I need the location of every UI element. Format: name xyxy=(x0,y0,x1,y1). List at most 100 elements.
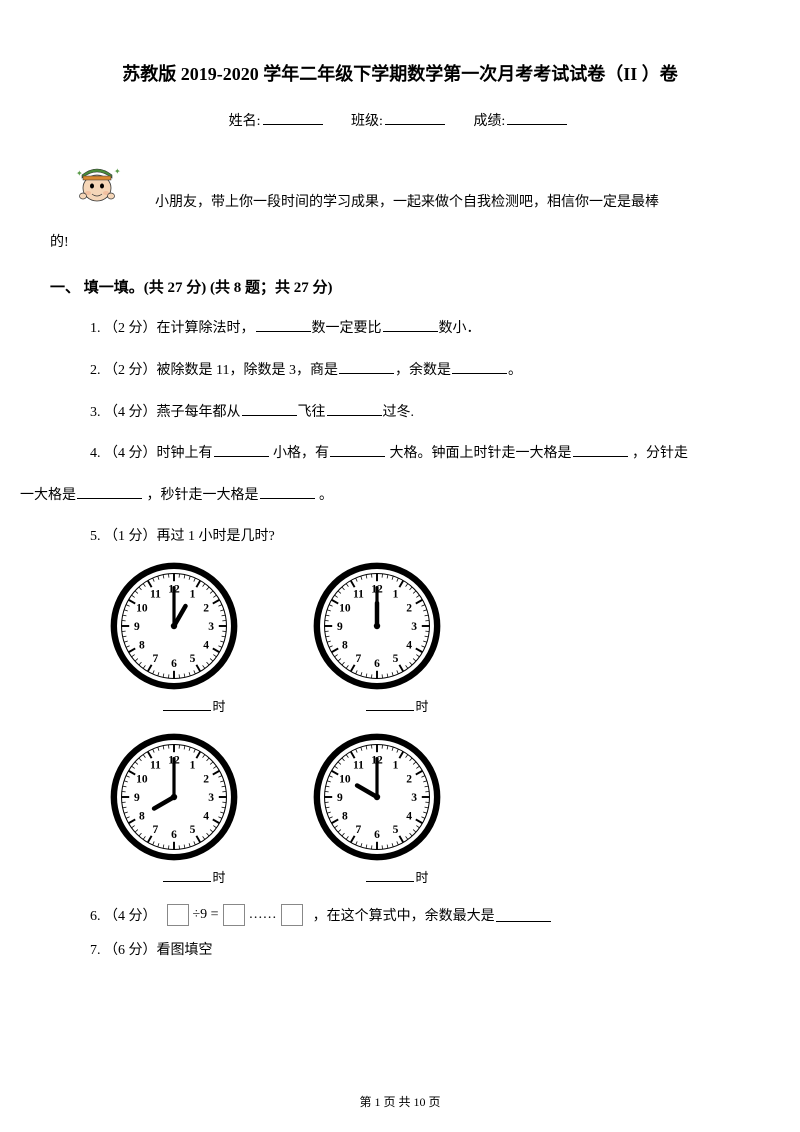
svg-text:3: 3 xyxy=(208,621,214,633)
q4-p3: 大格。钟面上时针走一大格是 xyxy=(386,446,572,461)
formula-image: ÷9 = …… xyxy=(163,904,307,926)
q3-blank-2[interactable] xyxy=(327,402,382,416)
q3-mid: 飞往 xyxy=(298,405,326,420)
svg-text:10: 10 xyxy=(136,773,148,785)
q6-pre: 6. （4 分） xyxy=(80,905,157,925)
formula-box-1[interactable] xyxy=(167,904,189,926)
score-blank[interactable] xyxy=(507,124,567,125)
clock-4-blank[interactable] xyxy=(366,868,414,882)
q1-blank-1[interactable] xyxy=(256,318,311,332)
clock-3: 123456789101112 xyxy=(110,733,238,861)
clock-unit-4: 时 xyxy=(415,870,428,885)
q4-pre: 4. （4 分）时钟上有 xyxy=(90,446,213,461)
q4-blank-1[interactable] xyxy=(214,443,269,457)
svg-text:8: 8 xyxy=(342,639,348,651)
q2-blank-2[interactable] xyxy=(452,360,507,374)
q4-l2-pre: 一大格是 xyxy=(20,488,76,503)
svg-text:7: 7 xyxy=(356,824,362,836)
svg-text:2: 2 xyxy=(406,602,412,614)
svg-text:4: 4 xyxy=(406,810,412,822)
svg-text:7: 7 xyxy=(356,653,362,665)
clocks-container: 123456789101112 时 123456789101112 时 1234… xyxy=(110,562,720,886)
svg-text:3: 3 xyxy=(208,792,214,804)
svg-text:4: 4 xyxy=(203,810,209,822)
clock-4: 123456789101112 xyxy=(313,733,441,861)
svg-text:✦: ✦ xyxy=(114,167,121,176)
clock-row-2: 123456789101112 时 123456789101112 时 xyxy=(110,733,720,886)
svg-text:6: 6 xyxy=(171,829,177,841)
svg-text:10: 10 xyxy=(136,602,148,614)
section-1-title: 一、 填一填。(共 27 分) (共 8 题；共 27 分) xyxy=(50,276,720,297)
intro-text-2: 的! xyxy=(50,228,720,259)
q1-end: 数小． xyxy=(439,321,481,336)
svg-text:6: 6 xyxy=(171,658,177,670)
svg-text:10: 10 xyxy=(339,602,351,614)
name-blank[interactable] xyxy=(263,124,323,125)
class-label: 班级: xyxy=(351,114,383,129)
q4-blank-3[interactable] xyxy=(573,443,628,457)
svg-text:11: 11 xyxy=(150,589,161,601)
svg-text:6: 6 xyxy=(374,829,380,841)
q2-blank-1[interactable] xyxy=(339,360,394,374)
svg-text:4: 4 xyxy=(203,639,209,651)
q4-p2: 小格，有 xyxy=(270,446,330,461)
clock-unit-3: 时 xyxy=(212,870,225,885)
svg-text:7: 7 xyxy=(153,824,159,836)
clock-row-1: 123456789101112 时 123456789101112 时 xyxy=(110,562,720,715)
clock-3-label: 时 xyxy=(162,867,225,886)
clock-unit-1: 时 xyxy=(212,699,225,714)
name-label: 姓名: xyxy=(229,114,261,129)
clock-1-label: 时 xyxy=(162,696,225,715)
q4-blank-2[interactable] xyxy=(330,443,385,457)
svg-text:9: 9 xyxy=(134,621,140,633)
formula-dots: …… xyxy=(249,907,277,923)
clock-cell-2: 123456789101112 时 xyxy=(313,562,441,715)
q2-mid: ，余数是 xyxy=(395,363,451,378)
question-2: 2. （2 分）被除数是 11，除数是 3，商是 ，余数是 。 xyxy=(80,354,720,388)
svg-text:✦: ✦ xyxy=(76,169,83,178)
svg-text:5: 5 xyxy=(393,824,399,836)
q4-l2-mid: ，秒针走一大格是 xyxy=(143,488,259,503)
svg-text:6: 6 xyxy=(374,658,380,670)
formula-box-2[interactable] xyxy=(223,904,245,926)
q3-blank-1[interactable] xyxy=(242,402,297,416)
q4-blank-5[interactable] xyxy=(260,485,315,499)
svg-text:9: 9 xyxy=(134,792,140,804)
q6-post: ，在这个算式中，余数最大是 xyxy=(313,905,495,925)
clock-3-blank[interactable] xyxy=(163,868,211,882)
class-blank[interactable] xyxy=(385,124,445,125)
svg-text:1: 1 xyxy=(190,760,196,772)
svg-text:1: 1 xyxy=(393,589,399,601)
svg-text:5: 5 xyxy=(190,824,196,836)
q2-pre: 2. （2 分）被除数是 11，除数是 3，商是 xyxy=(90,363,338,378)
svg-text:4: 4 xyxy=(406,639,412,651)
intro-text-1: 小朋友，带上你一段时间的学习成果，一起来做个自我检测吧，相信你一定是最棒 xyxy=(155,158,720,220)
q6-blank[interactable] xyxy=(496,908,551,922)
svg-text:2: 2 xyxy=(203,773,209,785)
question-5: 5. （1 分）再过 1 小时是几时? xyxy=(80,520,720,554)
svg-text:2: 2 xyxy=(203,602,209,614)
svg-text:8: 8 xyxy=(139,639,145,651)
clock-1-blank[interactable] xyxy=(163,697,211,711)
question-7: 7. （6 分）看图填空 xyxy=(80,934,720,968)
question-1: 1. （2 分）在计算除法时，数一定要比数小． xyxy=(80,312,720,346)
q2-end: 。 xyxy=(508,363,522,378)
q1-blank-2[interactable] xyxy=(383,318,438,332)
q4-l2-end: 。 xyxy=(316,488,334,503)
svg-text:1: 1 xyxy=(190,589,196,601)
formula-box-3[interactable] xyxy=(281,904,303,926)
question-6: 6. （4 分） ÷9 = …… ，在这个算式中，余数最大是 xyxy=(80,904,720,926)
svg-text:11: 11 xyxy=(150,760,161,772)
question-4: 4. （4 分）时钟上有 小格，有 大格。钟面上时针走一大格是 ，分针走 xyxy=(80,437,720,471)
score-label: 成绩: xyxy=(473,114,505,129)
student-info-line: 姓名: 班级: 成绩: xyxy=(80,110,720,130)
q1-pre: 1. （2 分）在计算除法时， xyxy=(90,321,255,336)
clock-2-blank[interactable] xyxy=(366,697,414,711)
intro-row: ✦ ✦ 小朋友，带上你一段时间的学习成果，一起来做个自我检测吧，相信你一定是最棒 xyxy=(70,158,720,220)
question-4-line2: 一大格是 ，秒针走一大格是 。 xyxy=(20,479,720,513)
svg-text:7: 7 xyxy=(153,653,159,665)
svg-text:9: 9 xyxy=(337,621,343,633)
q3-end: 过冬. xyxy=(383,405,415,420)
q4-blank-4[interactable] xyxy=(77,485,142,499)
svg-text:8: 8 xyxy=(139,810,145,822)
